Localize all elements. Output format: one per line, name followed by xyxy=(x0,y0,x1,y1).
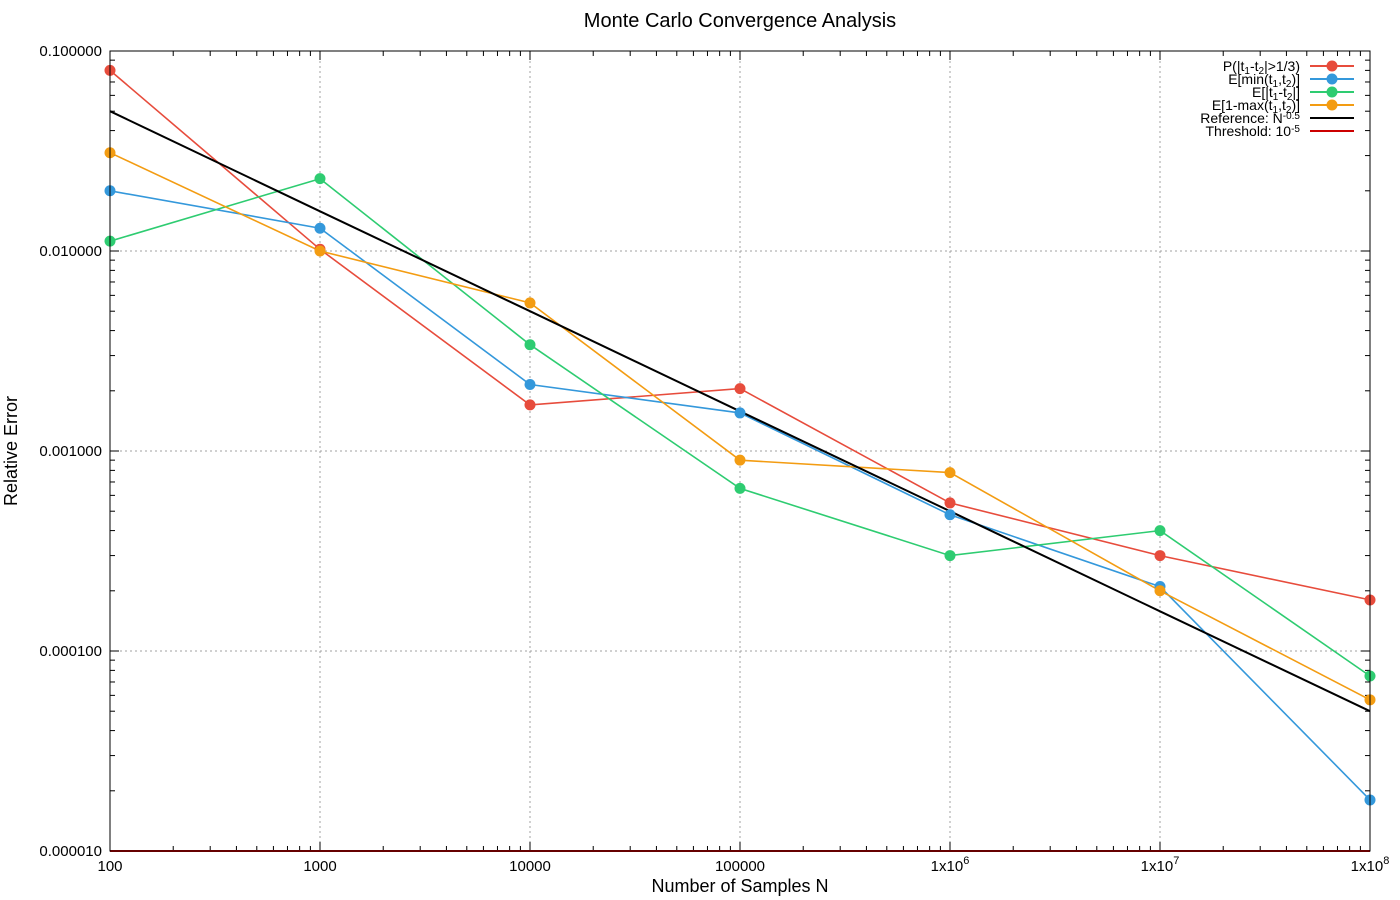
x-tick-label-main: 1x10 xyxy=(931,858,964,875)
data-point-series-2 xyxy=(314,173,326,185)
legend-label-part: 1 xyxy=(1244,66,1250,77)
legend-label-part: -0.5 xyxy=(1283,111,1301,122)
legend-label: Reference: N-0.5 xyxy=(1200,110,1300,126)
x-tick-labels: 100 1000 10000 100000 1x106 1x107 1x108 xyxy=(97,855,1389,875)
data-point-series-1 xyxy=(734,407,746,419)
plot-frame xyxy=(109,50,1371,852)
y-tick-label: 0.001000 xyxy=(39,443,102,460)
x-tick-label: 1000 xyxy=(303,858,336,875)
legend-label: E[1-max(t1,t2)] xyxy=(1212,97,1300,116)
grid xyxy=(110,51,1370,851)
legend-label-part: E[1-max(t xyxy=(1212,97,1273,113)
legend-label-part: 2 xyxy=(1259,66,1265,77)
legend-label-part: E[min(t xyxy=(1228,71,1272,87)
data-point-series-0 xyxy=(1154,550,1166,562)
legend-label-part: 2 xyxy=(1286,105,1292,116)
x-tick-label-main: 100 xyxy=(97,858,122,875)
legend-label-part: Reference: N xyxy=(1200,110,1282,126)
legend-label-part: P(|t xyxy=(1223,58,1245,74)
legend-label: Threshold: 10-5 xyxy=(1205,123,1300,139)
x-tick-label-exponent: 8 xyxy=(1383,855,1389,867)
data-point-series-3 xyxy=(944,467,956,479)
legend-label: P(|t1-t2|>1/3) xyxy=(1223,58,1300,77)
x-tick-label: 10000 xyxy=(509,858,551,875)
x-tick-label: 1x108 xyxy=(1351,855,1390,875)
x-tick-label-main: 10000 xyxy=(509,858,551,875)
data-point-series-3 xyxy=(734,454,746,466)
x-tick-label-main: 1000 xyxy=(303,858,336,875)
y-tick-label: 0.010000 xyxy=(39,243,102,260)
x-axis-label: Number of Samples N xyxy=(651,876,828,896)
y-tick-label: 0.000100 xyxy=(39,643,102,660)
x-tick-label: 1x107 xyxy=(1141,855,1180,875)
legend-marker xyxy=(1326,73,1338,85)
data-point-series-3 xyxy=(1154,585,1166,597)
legend-label-part: 1 xyxy=(1273,79,1279,90)
legend-marker xyxy=(1326,99,1338,111)
y-tick-labels: 0.100000 0.010000 0.001000 0.000100 0.000010 xyxy=(39,43,102,860)
x-tick-label-exponent: 7 xyxy=(1173,855,1179,867)
data-point-series-1 xyxy=(944,509,956,521)
data-point-series-0 xyxy=(524,399,536,411)
series-markers xyxy=(104,64,1376,806)
y-axis-label: Relative Error xyxy=(1,396,21,506)
legend-label: E[min(t1,t2)] xyxy=(1228,71,1300,90)
data-point-series-2 xyxy=(944,550,956,562)
data-point-series-0 xyxy=(734,383,746,395)
data-point-series-1 xyxy=(314,222,326,234)
legend-label-part: |>1/3) xyxy=(1264,58,1300,74)
legend-label-part: )] xyxy=(1291,97,1300,113)
y-tick-label: 0.000010 xyxy=(39,843,102,860)
data-point-series-3 xyxy=(314,245,326,257)
legend-label-part: ,t xyxy=(1278,71,1286,87)
data-point-series-2 xyxy=(524,339,536,351)
data-point-series-2 xyxy=(734,482,746,494)
legend-marker xyxy=(1326,86,1338,98)
legend-label-part: 1 xyxy=(1273,92,1279,103)
x-tick-label-main: 1x10 xyxy=(1141,858,1174,875)
legend-label-part: -5 xyxy=(1291,124,1300,135)
legend-label-part: Threshold: 10 xyxy=(1205,123,1291,139)
legend-label-part: |] xyxy=(1292,84,1300,100)
data-point-series-2 xyxy=(1154,525,1166,537)
x-tick-label-exponent: 6 xyxy=(963,855,969,867)
x-tick-label: 1x106 xyxy=(931,855,970,875)
legend: P(|t1-t2|>1/3)E[min(t1,t2)]E[|t1-t2|]E[1… xyxy=(1200,58,1354,139)
y-tick-label: 0.100000 xyxy=(39,43,102,60)
data-point-series-1 xyxy=(524,379,536,391)
chart-title: Monte Carlo Convergence Analysis xyxy=(584,10,896,32)
legend-label-part: 2 xyxy=(1286,79,1292,90)
x-tick-label-main: 100000 xyxy=(715,858,765,875)
legend-marker xyxy=(1326,60,1338,72)
x-tick-label: 100 xyxy=(97,858,122,875)
x-tick-label-main: 1x10 xyxy=(1351,858,1384,875)
legend-label-part: E[|t xyxy=(1252,84,1273,100)
legend-label-part: 1 xyxy=(1273,105,1279,116)
data-point-series-0 xyxy=(944,497,956,509)
legend-label-part: -t xyxy=(1250,58,1259,74)
legend-label-part: 2 xyxy=(1287,92,1293,103)
x-tick-label: 100000 xyxy=(715,858,765,875)
data-point-series-3 xyxy=(524,297,536,309)
legend-label-part: ,t xyxy=(1278,97,1286,113)
legend-label-part: -t xyxy=(1278,84,1287,100)
legend-label: E[|t1-t2|] xyxy=(1252,84,1300,103)
legend-label-part: )] xyxy=(1291,71,1300,87)
